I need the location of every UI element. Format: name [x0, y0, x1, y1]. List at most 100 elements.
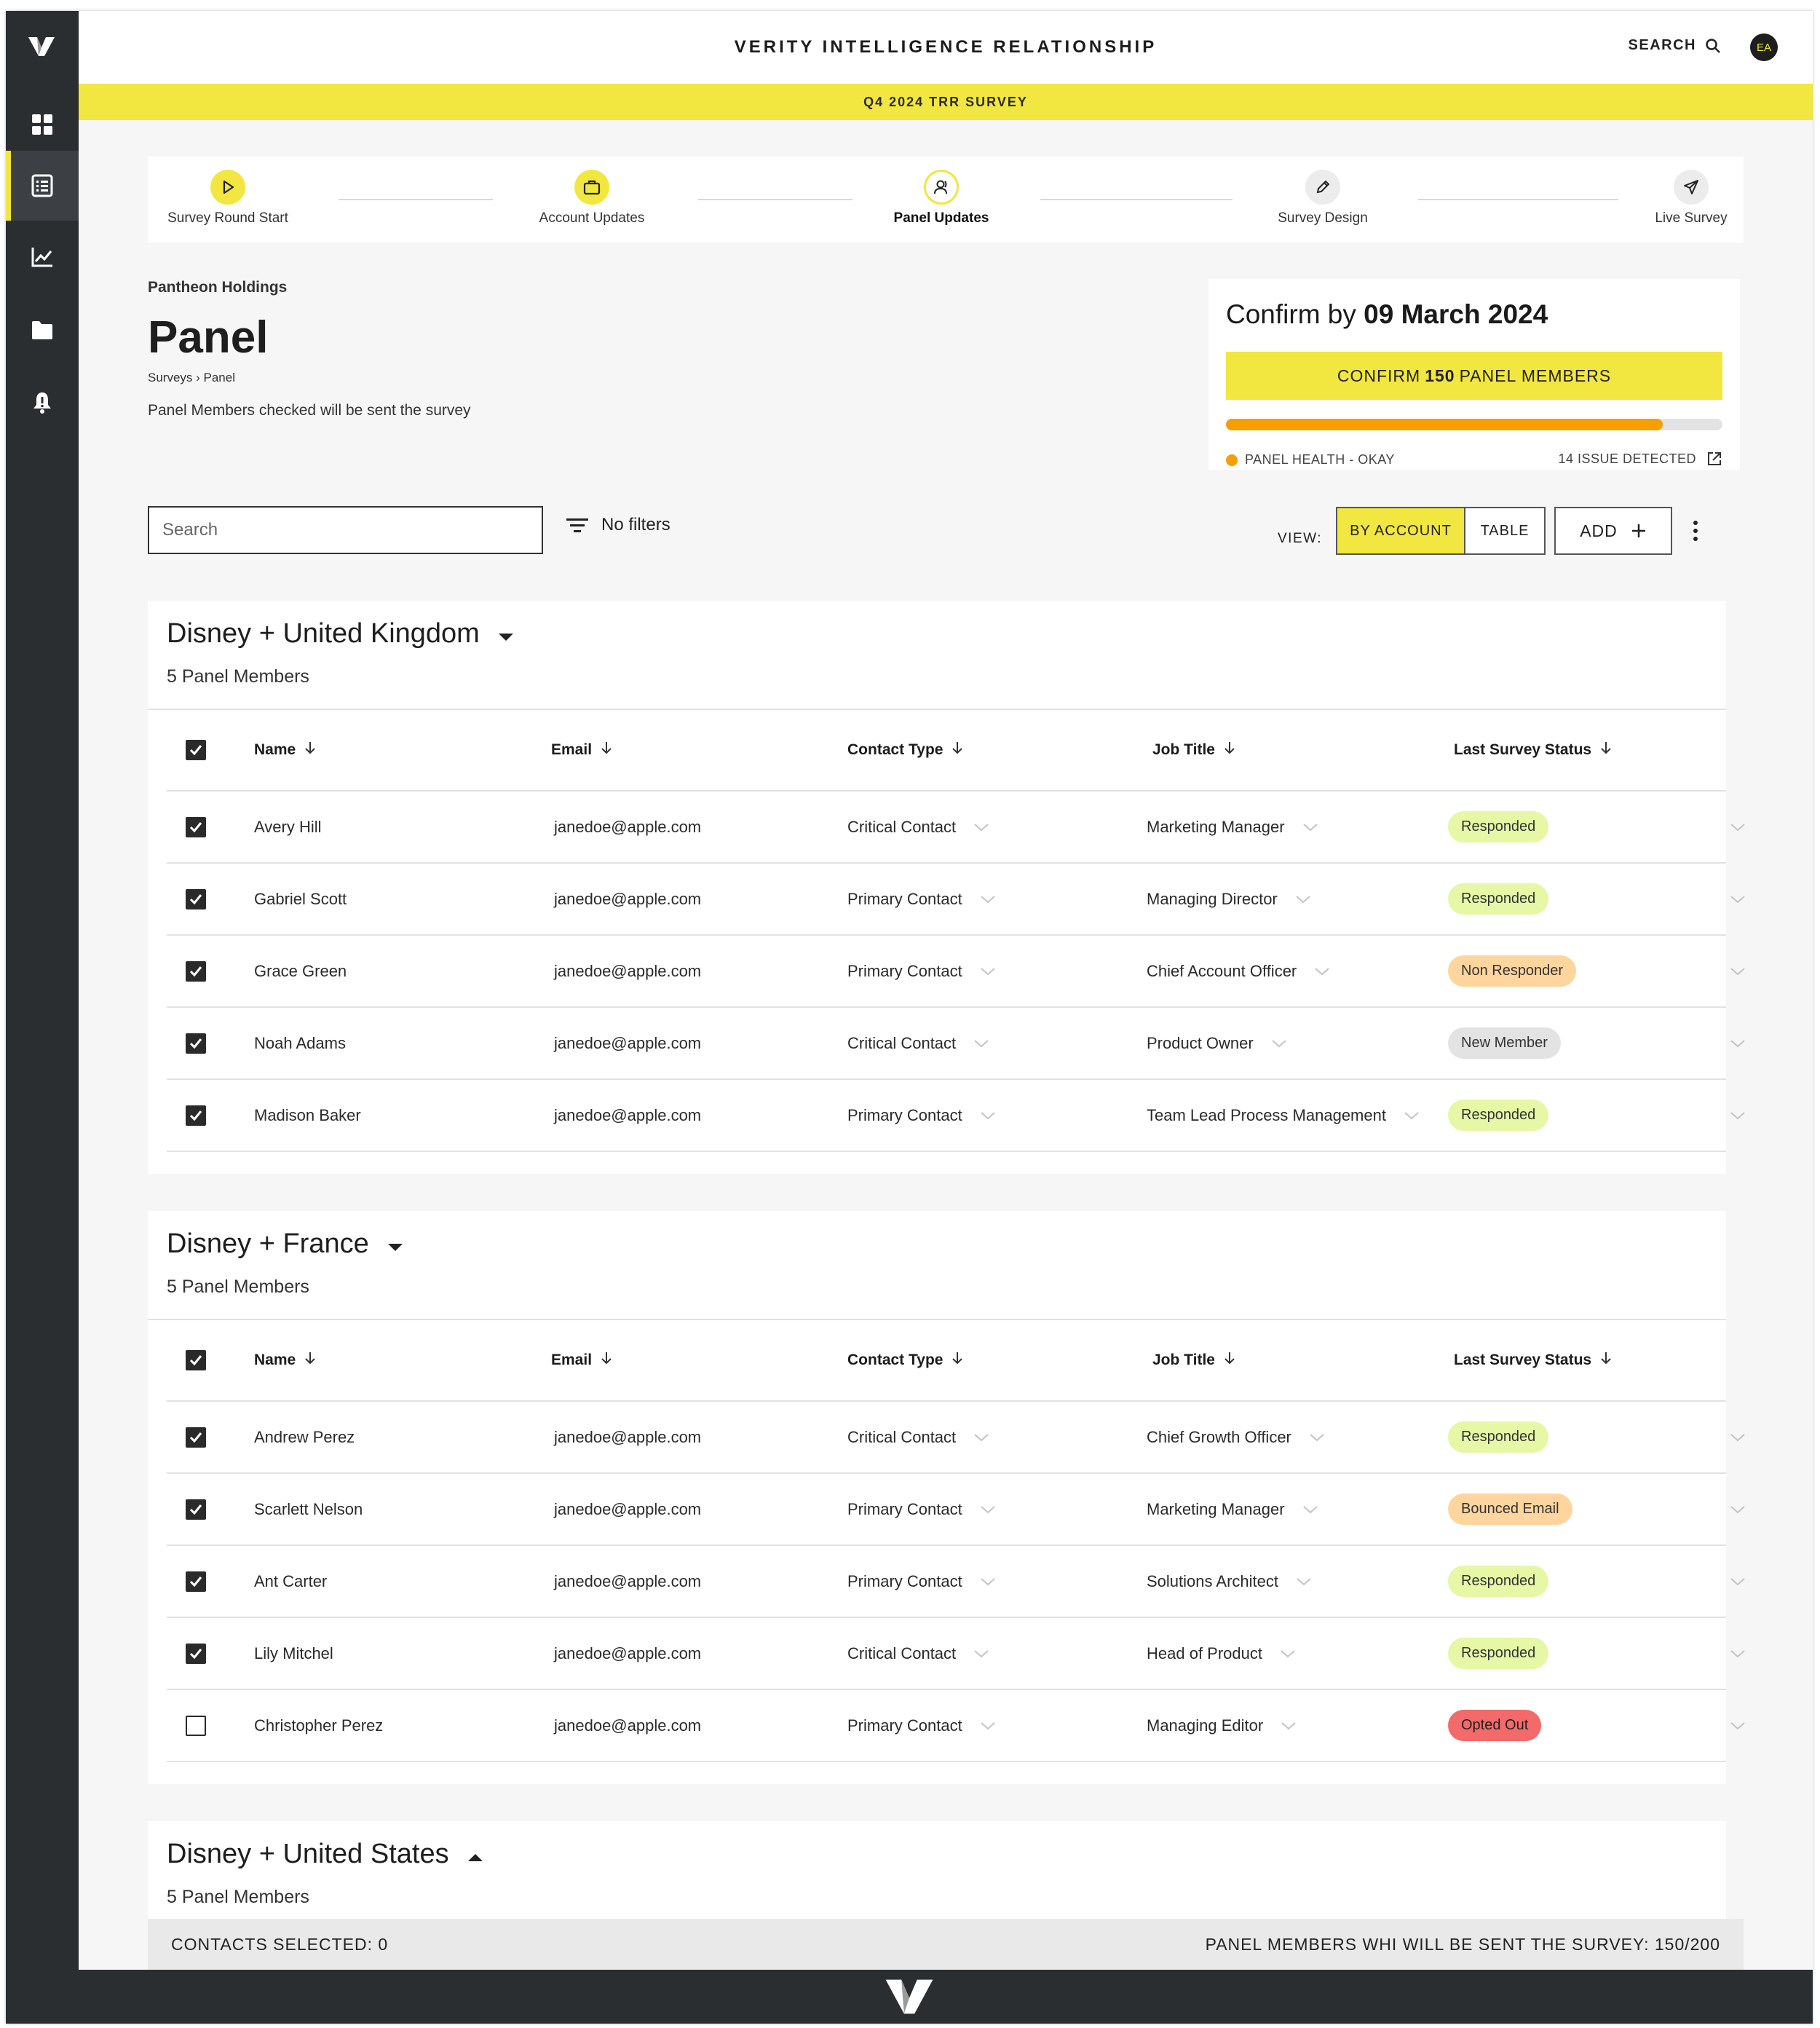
- row-checkbox[interactable]: [186, 1571, 206, 1592]
- sidebar-item-analytics[interactable]: [6, 222, 79, 292]
- caret-down-icon[interactable]: [497, 618, 515, 650]
- row-checkbox[interactable]: [186, 1105, 206, 1126]
- table-row[interactable]: Scarlett Nelson janedoe@apple.com Primary …: [167, 1474, 1745, 1546]
- verity-logo-icon[interactable]: [27, 36, 56, 61]
- caret-up-icon[interactable]: [467, 1839, 484, 1870]
- contact-type-cell[interactable]: Primary Contact: [847, 1080, 996, 1151]
- more-options-button[interactable]: [1693, 521, 1698, 541]
- job-title-cell[interactable]: Team Lead Process Management: [1147, 1080, 1420, 1151]
- row-checkbox[interactable]: [186, 888, 206, 910]
- chevron-down-icon[interactable]: [1281, 1716, 1297, 1735]
- chevron-down-icon[interactable]: [1302, 1500, 1318, 1519]
- chevron-down-icon[interactable]: [980, 890, 996, 909]
- chevron-down-icon[interactable]: [1309, 1428, 1325, 1447]
- row-checkbox[interactable]: [186, 1427, 206, 1448]
- sort-arrow-icon[interactable]: [304, 1351, 316, 1370]
- group-title[interactable]: Disney + United Kingdom: [167, 618, 515, 650]
- sort-arrow-icon[interactable]: [1600, 1351, 1612, 1370]
- contact-type-cell[interactable]: Primary Contact: [847, 864, 996, 934]
- sort-arrow-icon[interactable]: [951, 741, 963, 759]
- contact-type-cell[interactable]: Primary Contact: [847, 1690, 996, 1761]
- table-row[interactable]: Madison Baker janedoe@apple.com Primary Co…: [167, 1080, 1745, 1152]
- job-title-cell[interactable]: Head of Product: [1147, 1618, 1296, 1689]
- row-checkbox[interactable]: [186, 816, 206, 837]
- column-header[interactable]: Last Survey Status: [1454, 710, 1612, 790]
- sort-arrow-icon[interactable]: [1600, 741, 1612, 759]
- column-header[interactable]: Contact Type: [847, 710, 963, 790]
- chevron-down-icon[interactable]: [973, 1644, 989, 1663]
- step-live-survey[interactable]: Live Survey: [1647, 157, 1735, 226]
- column-header[interactable]: Job Title: [1152, 710, 1235, 790]
- job-title-cell[interactable]: Chief Account Officer: [1147, 936, 1330, 1006]
- chevron-down-icon[interactable]: [1280, 1644, 1296, 1663]
- column-header[interactable]: Name: [254, 1320, 316, 1400]
- job-title-cell[interactable]: Solutions Architect: [1147, 1546, 1312, 1617]
- chevron-down-icon[interactable]: [980, 1500, 996, 1519]
- sort-arrow-icon[interactable]: [601, 741, 612, 759]
- select-all-checkbox[interactable]: [186, 740, 206, 760]
- job-title-cell[interactable]: Managing Director: [1147, 864, 1311, 934]
- contact-type-cell[interactable]: Primary Contact: [847, 936, 996, 1006]
- select-all-checkbox[interactable]: [186, 1350, 206, 1370]
- status-chevron-down-icon[interactable]: [1730, 1474, 1746, 1544]
- table-row[interactable]: Lily Mitchel janedoe@apple.com Critical Co…: [167, 1618, 1745, 1690]
- contact-type-cell[interactable]: Primary Contact: [847, 1474, 996, 1544]
- add-button[interactable]: ADD: [1554, 507, 1672, 555]
- status-chevron-down-icon[interactable]: [1730, 792, 1746, 862]
- sort-arrow-icon[interactable]: [1224, 741, 1235, 759]
- chevron-down-icon[interactable]: [980, 1106, 996, 1125]
- job-title-cell[interactable]: Managing Editor: [1147, 1690, 1297, 1761]
- global-search-button[interactable]: SEARCH: [1629, 37, 1721, 54]
- user-avatar[interactable]: EA: [1750, 33, 1778, 61]
- group-title[interactable]: Disney + France: [167, 1228, 404, 1260]
- table-row[interactable]: Gabriel Scott janedoe@apple.com Primary Co…: [167, 864, 1745, 936]
- table-row[interactable]: Noah Adams janedoe@apple.com Critical Cont…: [167, 1008, 1745, 1080]
- view-table-button[interactable]: TABLE: [1464, 507, 1546, 555]
- status-chevron-down-icon[interactable]: [1730, 1618, 1746, 1689]
- chevron-down-icon[interactable]: [980, 1572, 996, 1591]
- chevron-down-icon[interactable]: [973, 1428, 989, 1447]
- status-chevron-down-icon[interactable]: [1730, 1690, 1746, 1761]
- table-row[interactable]: Andrew Perez janedoe@apple.com Critical Co…: [167, 1402, 1745, 1474]
- row-checkbox[interactable]: [186, 1643, 206, 1664]
- row-checkbox[interactable]: [186, 1033, 206, 1054]
- chevron-down-icon[interactable]: [1302, 818, 1318, 837]
- chevron-down-icon[interactable]: [973, 1034, 989, 1053]
- sidebar-item-dashboard[interactable]: [6, 90, 79, 159]
- row-checkbox[interactable]: [186, 960, 206, 982]
- table-row[interactable]: Grace Green janedoe@apple.com Primary Cont…: [167, 936, 1745, 1008]
- step-survey-round-start[interactable]: Survey Round Start: [162, 157, 293, 226]
- status-chevron-down-icon[interactable]: [1730, 1008, 1746, 1078]
- column-header[interactable]: Email: [551, 1320, 612, 1400]
- status-chevron-down-icon[interactable]: [1730, 1080, 1746, 1151]
- sort-arrow-icon[interactable]: [951, 1351, 963, 1370]
- sidebar-item-files[interactable]: [6, 295, 79, 365]
- status-chevron-down-icon[interactable]: [1730, 936, 1746, 1006]
- sidebar-item-alerts[interactable]: [6, 368, 79, 438]
- sort-arrow-icon[interactable]: [304, 741, 316, 759]
- row-checkbox[interactable]: [186, 1499, 206, 1520]
- column-header[interactable]: Name: [254, 710, 316, 790]
- job-title-cell[interactable]: Chief Growth Officer: [1147, 1402, 1325, 1472]
- table-row[interactable]: Christopher Perez janedoe@apple.com Primar…: [167, 1690, 1745, 1762]
- job-title-cell[interactable]: Marketing Manager: [1147, 792, 1318, 862]
- contact-type-cell[interactable]: Primary Contact: [847, 1546, 996, 1617]
- sidebar-item-surveys[interactable]: [6, 151, 79, 221]
- filters-button[interactable]: No filters: [566, 515, 670, 535]
- column-header[interactable]: Last Survey Status: [1454, 1320, 1612, 1400]
- chevron-down-icon[interactable]: [973, 818, 989, 837]
- contact-type-cell[interactable]: Critical Contact: [847, 1008, 989, 1078]
- column-header[interactable]: Contact Type: [847, 1320, 963, 1400]
- chevron-down-icon[interactable]: [1271, 1034, 1287, 1053]
- table-row[interactable]: Avery Hill janedoe@apple.com Critical Cont…: [167, 792, 1745, 864]
- job-title-cell[interactable]: Marketing Manager: [1147, 1474, 1318, 1544]
- chevron-down-icon[interactable]: [980, 962, 996, 981]
- step-account-updates[interactable]: Account Updates: [523, 157, 661, 226]
- row-checkbox[interactable]: [186, 1715, 206, 1736]
- status-chevron-down-icon[interactable]: [1730, 1402, 1746, 1472]
- step-panel-updates[interactable]: Panel Updates: [876, 157, 1007, 226]
- contact-type-cell[interactable]: Critical Contact: [847, 792, 989, 862]
- status-chevron-down-icon[interactable]: [1730, 864, 1746, 934]
- view-by-account-button[interactable]: BY ACCOUNT: [1336, 507, 1465, 555]
- contact-type-cell[interactable]: Critical Contact: [847, 1402, 989, 1472]
